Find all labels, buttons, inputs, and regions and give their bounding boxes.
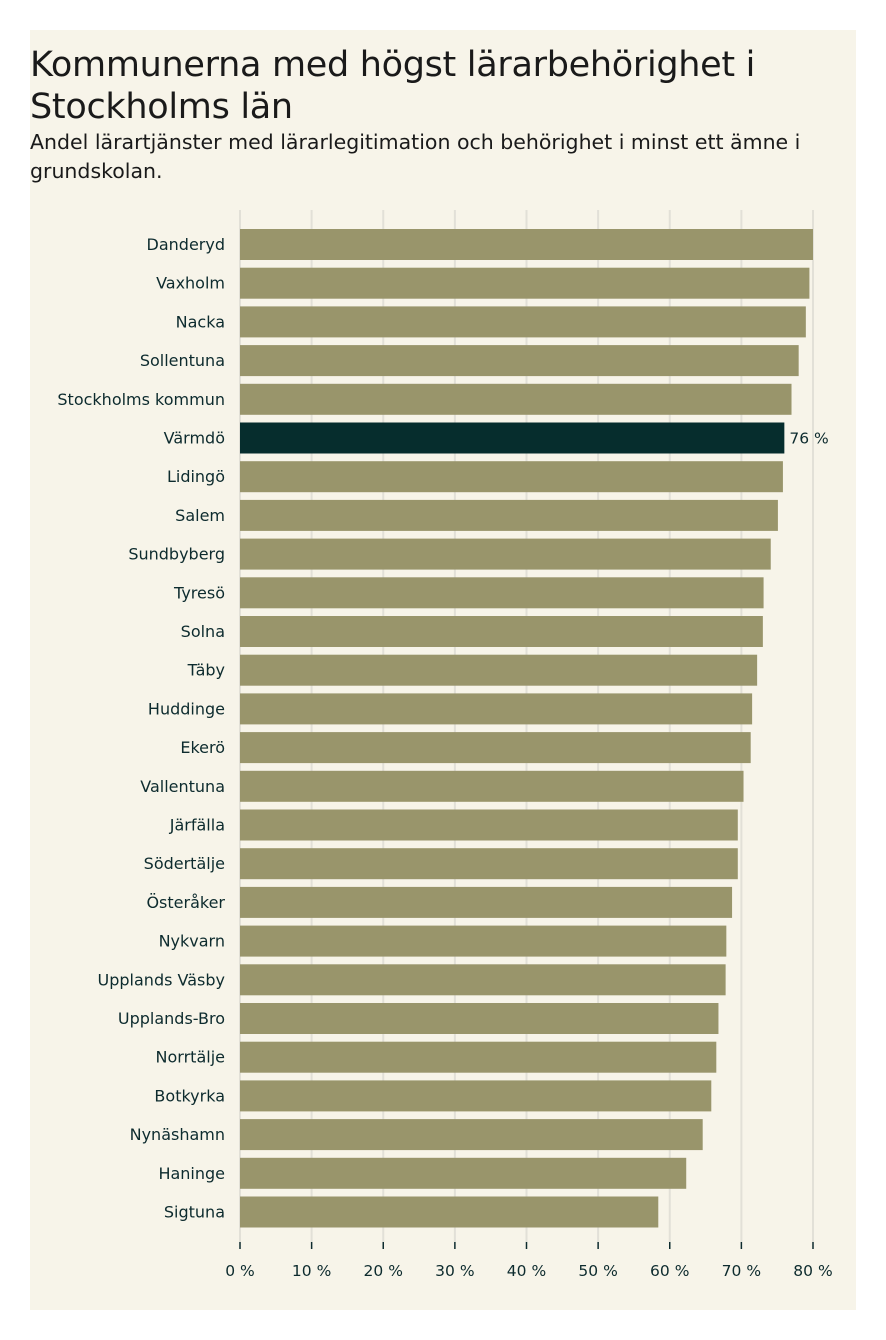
bar — [240, 925, 727, 957]
category-label: Botkyrka — [154, 1086, 225, 1105]
category-label: Sundbyberg — [128, 545, 225, 564]
bar — [240, 577, 764, 609]
bar — [240, 345, 799, 377]
category-label: Södertälje — [144, 854, 225, 873]
category-label: Sollentuna — [140, 351, 225, 370]
category-label: Upplands Väsby — [98, 970, 225, 989]
category-label: Ekerö — [180, 738, 225, 757]
tick-label: 40 % — [507, 1262, 546, 1280]
category-label: Vallentuna — [140, 777, 225, 796]
bar — [240, 1157, 687, 1189]
bar — [240, 809, 738, 841]
category-label: Nacka — [176, 312, 225, 331]
category-label: Nykvarn — [159, 932, 225, 951]
value-label: 76 % — [789, 430, 828, 448]
category-label: Danderyd — [147, 235, 225, 254]
bar — [240, 1196, 659, 1228]
category-label: Norrtälje — [156, 1048, 225, 1067]
tick-label: 50 % — [578, 1262, 617, 1280]
category-label: Sigtuna — [164, 1203, 225, 1222]
tick-label: 80 % — [793, 1262, 832, 1280]
bar — [240, 499, 778, 531]
category-label: Vaxholm — [156, 274, 225, 293]
bar — [240, 886, 733, 918]
chart-panel: Kommunerna med högst lärarbehörighet i S… — [30, 30, 856, 1310]
tick-label: 10 % — [292, 1262, 331, 1280]
bar — [240, 693, 753, 725]
tick-label: 70 % — [722, 1262, 761, 1280]
bar — [240, 616, 763, 647]
category-label: Järfälla — [169, 816, 225, 835]
bar — [240, 461, 783, 493]
category-label: Upplands-Bro — [118, 1009, 225, 1028]
category-labels: Danderyd Vaxholm Nacka Sollentuna Stockholms… — [57, 235, 828, 1222]
bar — [240, 1041, 717, 1073]
category-label: Tyresö — [173, 583, 225, 602]
category-label: Huddinge — [148, 699, 225, 718]
category-label: Täby — [187, 661, 225, 680]
category-label: Österåker — [146, 893, 225, 912]
bar — [240, 1080, 712, 1112]
bar — [240, 1119, 703, 1151]
tick-label: 60 % — [650, 1262, 689, 1280]
x-axis-ticks: 0 % 10 % 20 % 30 % 40 % 50 % 60 % 70 % 80 % — [225, 1242, 833, 1280]
tick-label: 20 % — [364, 1262, 403, 1280]
bar — [240, 732, 751, 764]
chart-title: Kommunerna med högst lärarbehörighet i S… — [30, 45, 756, 127]
bar — [240, 383, 792, 415]
tick-label: 0 % — [225, 1262, 255, 1280]
category-label: Salem — [175, 506, 225, 525]
bar — [240, 1003, 719, 1034]
bar — [240, 306, 806, 338]
chart-subtitle: Andel lärartjänster med lärarlegitimatio… — [30, 130, 801, 183]
bar-chart: Danderyd Vaxholm Nacka Sollentuna Stockholms… — [57, 210, 833, 1280]
tick-label: 30 % — [435, 1262, 474, 1280]
category-label: Värmdö — [164, 429, 225, 448]
bar — [240, 654, 758, 686]
bar — [240, 848, 738, 880]
category-label: Haninge — [158, 1164, 225, 1183]
bar — [240, 538, 771, 570]
bar — [240, 229, 813, 260]
category-label: Nynäshamn — [130, 1125, 225, 1144]
category-label: Solna — [181, 622, 225, 641]
bar — [240, 964, 726, 996]
category-label: Lidingö — [167, 467, 225, 486]
bar — [240, 267, 810, 299]
bar-highlight — [240, 422, 785, 454]
bar — [240, 770, 744, 802]
category-label: Stockholms kommun — [57, 390, 225, 409]
bars — [240, 229, 813, 1228]
